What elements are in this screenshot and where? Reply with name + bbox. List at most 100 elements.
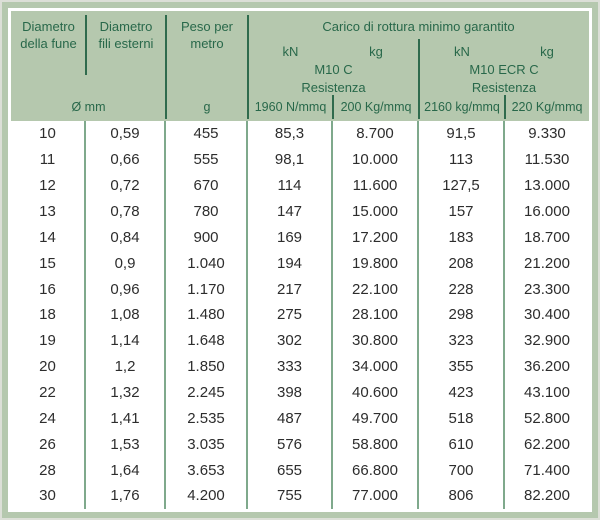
header-class-m10ecrc: M10 ECR C <box>469 62 539 77</box>
cell-kg-m10ecrc: 62.200 <box>524 435 570 453</box>
cell-kn-m10ecrc: 127,5 <box>419 172 505 199</box>
cell-kg-m10c: 19.800 <box>333 250 419 277</box>
cell-kg-m10c: 17.200 <box>333 224 419 251</box>
cell-outer-wire-diameter: 1,2 <box>86 353 166 380</box>
header-kn-m10c: kN <box>282 44 299 59</box>
cell-outer-wire-diameter: 0,59 <box>86 121 166 147</box>
header-weight-per-meter: Peso per metro <box>180 19 234 51</box>
cell-kg-m10c: 22.100 <box>333 276 419 303</box>
cell-kg-m10c: 40.600 <box>333 379 419 406</box>
cell-kn-m10ecrc: 806 <box>419 483 505 509</box>
cell-rope-diameter: 16 <box>11 276 86 303</box>
cell-kn-m10ecrc: 208 <box>419 250 505 277</box>
header-divider-2 <box>165 15 167 119</box>
cell-rope-diameter: 14 <box>11 224 86 251</box>
cell-kg-m10c: 49.700 <box>333 405 419 432</box>
cell-kn-m10c: 169 <box>248 224 333 251</box>
cell-kn-m10c: 98,1 <box>248 146 333 173</box>
header-outer-wire-diameter: Diametro fili esterni <box>98 19 154 51</box>
cell-kg-m10c: 28.100 <box>333 302 419 328</box>
table-row: 11 0,66 555 98,1 10.000 113 11.530 <box>11 146 589 173</box>
cell-kn-m10c: 655 <box>248 457 333 484</box>
header-divider-4 <box>332 95 334 119</box>
cell-weight-per-meter: 555 <box>166 146 248 173</box>
cell-weight-per-meter: 900 <box>166 224 248 251</box>
cell-outer-wire-diameter: 1,14 <box>86 327 166 354</box>
cell-weight-per-meter: 2.535 <box>166 405 248 432</box>
cell-kn-m10c: 217 <box>248 276 333 303</box>
cell-kn-m10ecrc: 610 <box>419 431 505 458</box>
cell-kn-m10ecrc: 157 <box>419 198 505 225</box>
cell-kn-m10c: 398 <box>248 379 333 406</box>
header-divider-3 <box>247 15 249 119</box>
cell-kg-m10ecrc: 43.100 <box>524 384 570 402</box>
cell-kn-m10ecrc: 355 <box>419 353 505 380</box>
cell-kn-m10c: 114 <box>248 172 333 199</box>
header-unit-220-kgmmq: 220 Kg/mmq <box>511 100 583 114</box>
cell-kg-m10c: 30.800 <box>333 327 419 354</box>
cell-outer-wire-diameter: 0,72 <box>86 172 166 199</box>
cell-rope-diameter: 12 <box>11 172 86 199</box>
cell-rope-diameter: 30 <box>11 483 86 509</box>
header-breaking-load-title: Carico di rottura minimo garantito <box>322 19 515 34</box>
cell-kn-m10ecrc: 423 <box>419 379 505 406</box>
cell-rope-diameter: 26 <box>11 431 86 458</box>
cell-rope-diameter: 28 <box>11 457 86 484</box>
cell-weight-per-meter: 2.245 <box>166 379 248 406</box>
cell-kg-m10ecrc: 36.200 <box>524 358 570 376</box>
cell-rope-diameter: 18 <box>11 302 86 328</box>
cell-kg-m10ecrc: 9.330 <box>528 125 566 143</box>
cell-outer-wire-diameter: 1,41 <box>86 405 166 432</box>
table-row: 22 1,32 2.245 398 40.600 423 43.100 <box>11 379 589 406</box>
header-unit-grams: g <box>203 100 211 114</box>
table-row: 10 0,59 455 85,3 8.700 91,5 9.330 <box>11 121 589 147</box>
cell-outer-wire-diameter: 1,76 <box>86 483 166 509</box>
table-header: Diametro della fune Diametro fili estern… <box>11 11 589 121</box>
table-row: 24 1,41 2.535 487 49.700 518 52.800 <box>11 405 589 432</box>
cell-outer-wire-diameter: 0,66 <box>86 146 166 173</box>
cell-kg-m10ecrc: 82.200 <box>524 487 570 505</box>
cell-kn-m10c: 85,3 <box>248 121 333 147</box>
header-divider-5 <box>418 39 420 119</box>
cell-kg-m10ecrc: 30.400 <box>524 306 570 324</box>
header-class-m10c: M10 C <box>314 62 353 77</box>
cell-outer-wire-diameter: 1,32 <box>86 379 166 406</box>
cell-weight-per-meter: 3.035 <box>166 431 248 458</box>
cell-weight-per-meter: 1.480 <box>166 302 248 328</box>
cell-kg-m10ecrc: 16.000 <box>524 203 570 220</box>
cell-kg-m10c: 11.600 <box>333 172 419 199</box>
cell-outer-wire-diameter: 0,78 <box>86 198 166 225</box>
header-kn-m10ecrc: kN <box>454 44 470 59</box>
cell-kn-m10c: 275 <box>248 302 333 328</box>
table-row: 13 0,78 780 147 15.000 157 16.000 <box>11 198 589 225</box>
cell-kn-m10c: 487 <box>248 405 333 432</box>
table-row: 20 1,2 1.850 333 34.000 355 36.200 <box>11 353 589 380</box>
cell-kn-m10ecrc: 298 <box>419 302 505 328</box>
cell-weight-per-meter: 1.170 <box>166 276 248 303</box>
cell-kg-m10ecrc: 32.900 <box>524 332 570 350</box>
cell-weight-per-meter: 1.040 <box>166 250 248 277</box>
cell-weight-per-meter: 455 <box>166 121 248 147</box>
table-row: 30 1,76 4.200 755 77.000 806 82.200 <box>11 483 589 509</box>
cell-rope-diameter: 10 <box>11 121 86 147</box>
cell-weight-per-meter: 1.648 <box>166 327 248 354</box>
cell-kg-m10c: 8.700 <box>333 121 419 147</box>
header-resistenza-m10c: Resistenza <box>301 80 366 95</box>
header-unit-1960-nmmq: 1960 N/mmq <box>254 100 327 114</box>
header-kg-m10c: kg <box>369 44 383 59</box>
cell-kg-m10c: 34.000 <box>333 353 419 380</box>
cell-kg-m10ecrc: 52.800 <box>524 409 570 427</box>
header-divider-6 <box>504 95 506 119</box>
cell-kg-m10ecrc: 11.530 <box>524 151 570 169</box>
cell-kg-m10ecrc: 18.700 <box>524 228 570 246</box>
cell-outer-wire-diameter: 0,84 <box>86 224 166 251</box>
cell-kg-m10c: 77.000 <box>333 483 419 509</box>
header-unit-200-kgmmq: 200 Kg/mmq <box>340 100 412 114</box>
table-row: 18 1,08 1.480 275 28.100 298 30.400 <box>11 302 589 328</box>
cell-outer-wire-diameter: 0,9 <box>86 250 166 277</box>
cell-kg-m10ecrc: 21.200 <box>524 254 570 272</box>
cell-kn-m10ecrc: 518 <box>419 405 505 432</box>
header-kg-m10ecrc: kg <box>540 44 554 59</box>
cell-outer-wire-diameter: 1,53 <box>86 431 166 458</box>
table-row: 28 1,64 3.653 655 66.800 700 71.400 <box>11 457 589 484</box>
